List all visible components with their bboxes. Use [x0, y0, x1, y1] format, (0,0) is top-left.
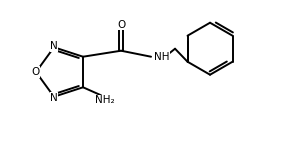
Text: N: N: [50, 93, 58, 103]
Text: NH: NH: [154, 52, 170, 62]
Text: N: N: [50, 41, 58, 51]
Text: O: O: [117, 20, 125, 30]
Text: NH₂: NH₂: [95, 95, 115, 105]
Text: O: O: [31, 67, 39, 77]
